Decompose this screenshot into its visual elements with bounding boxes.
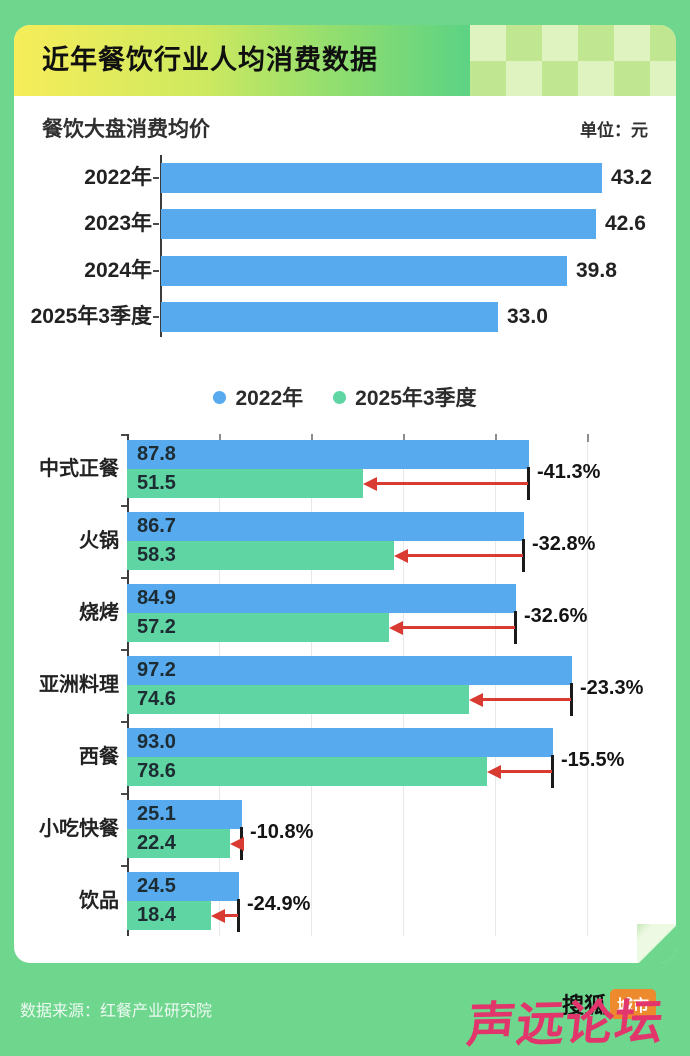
- chart2-axis-tick: [121, 505, 127, 507]
- chart2-axis-tick: [121, 577, 127, 579]
- chart1-axis-line: [160, 155, 162, 337]
- sohu-city-logo: 搜狐 城市: [562, 988, 657, 1020]
- chart2-bar-2025q3: 22.4: [127, 829, 230, 858]
- chart2-drop-arrow-line: [402, 626, 515, 629]
- chart2-grid-tick: [403, 434, 405, 442]
- chart2-bar-2025q3: 51.5: [127, 469, 363, 498]
- chart1-value-label: 42.6: [605, 212, 646, 235]
- chart2-grid-tick: [495, 434, 497, 442]
- chart1-bar: [161, 209, 596, 239]
- chart2-bar-2022: 87.8: [127, 440, 529, 469]
- chart2-bar-2025q3: 78.6: [127, 757, 487, 786]
- chart2-category-label: 火锅: [79, 530, 119, 552]
- chart2-bar-2022: 25.1: [127, 800, 242, 829]
- header-banner: 近年餐饮行业人均消费数据: [14, 25, 676, 96]
- sohu-city-badge: 城市: [610, 989, 657, 1019]
- chart2-drop-arrowhead: [389, 621, 403, 635]
- chart1-value-label: 33.0: [507, 305, 548, 328]
- charts-layer: 2022年 43.2 2023年 42.6 2024年 39.8 2025年3季度 33.0 中…: [14, 25, 676, 963]
- chart2-legend: 2022年 2025年3季度: [14, 382, 676, 412]
- chart1-category-label: 2025年3季度: [30, 305, 152, 328]
- chart2-bar-2022: 86.7: [127, 512, 524, 541]
- checkerboard-decoration: [470, 25, 676, 96]
- legend-item-2025q3: 2025年3季度: [333, 382, 477, 412]
- chart2-category-label: 西餐: [79, 746, 119, 768]
- chart2-bar-2022: 93.0: [127, 728, 553, 757]
- chart2-category-label: 烧烤: [79, 602, 119, 624]
- chart2-drop-arrow-line: [376, 482, 528, 485]
- chart2-bar-2025q3: 74.6: [127, 685, 469, 714]
- page-title: 近年餐饮行业人均消费数据: [42, 45, 378, 75]
- infographic-card: 近年餐饮行业人均消费数据 餐饮大盘消费均价 单位：元 2022年 43.2 2023…: [14, 25, 676, 963]
- chart1-value-label: 39.8: [576, 259, 617, 282]
- chart2-grid-tick: [219, 434, 221, 442]
- chart2-axis-tick: [121, 793, 127, 795]
- chart1-category-label: 2022年: [84, 166, 152, 189]
- chart2-category-label: 饮品: [79, 890, 119, 912]
- chart2-axis-tick: [121, 865, 127, 867]
- chart2-drop-tick: [522, 539, 525, 572]
- chart1-header: 餐饮大盘消费均价 单位：元: [42, 113, 648, 143]
- legend-item-2022: 2022年: [213, 382, 303, 412]
- chart2-change-label: -32.6%: [524, 605, 588, 627]
- chart2-bar-2022: 24.5: [127, 872, 239, 901]
- chart2-change-label: -41.3%: [537, 461, 601, 483]
- chart2-drop-arrow-line: [482, 698, 571, 701]
- legend-label-2025q3: 2025年3季度: [355, 387, 477, 410]
- chart1-bar: [161, 163, 602, 193]
- legend-dot-green-icon: [333, 390, 347, 404]
- chart2-gridline: [587, 434, 588, 936]
- chart2-bar-2025q3: 58.3: [127, 541, 394, 570]
- chart2-drop-arrowhead: [211, 909, 225, 923]
- chart2-bar-2025q3: 18.4: [127, 901, 211, 930]
- chart1-bar: [161, 302, 498, 332]
- chart2-drop-arrowhead: [230, 837, 244, 851]
- legend-label-2022: 2022年: [235, 387, 304, 410]
- chart2-drop-arrow-line: [407, 554, 523, 557]
- chart2-category-label: 亚洲料理: [39, 674, 119, 696]
- chart2-change-label: -10.8%: [250, 821, 314, 843]
- chart2-drop-tick: [551, 755, 554, 788]
- page-curl-decoration: [637, 924, 676, 963]
- chart2-drop-arrowhead: [363, 477, 377, 491]
- chart1-title: 餐饮大盘消费均价: [42, 118, 210, 141]
- watermark-text: 声远论坛: [464, 996, 667, 1053]
- chart2-drop-arrowhead: [394, 549, 408, 563]
- chart2-bar-2022: 84.9: [127, 584, 516, 613]
- chart2-change-label: -15.5%: [561, 749, 625, 771]
- chart1-axis-tick: [153, 270, 159, 272]
- chart2-bar-2022: 97.2: [127, 656, 572, 685]
- chart2-grid-tick: [587, 434, 589, 442]
- chart2-drop-tick: [514, 611, 517, 644]
- chart1-axis-tick: [153, 177, 159, 179]
- chart2-category-label: 中式正餐: [39, 458, 119, 480]
- chart1-category-label: 2023年: [84, 212, 152, 235]
- chart1-category-label: 2024年: [84, 259, 152, 282]
- chart2-drop-arrowhead: [487, 765, 501, 779]
- chart2-category-label: 小吃快餐: [39, 818, 119, 840]
- chart2-axis-tick: [121, 434, 127, 436]
- chart2-change-label: -24.9%: [247, 893, 311, 915]
- chart2-drop-tick: [237, 899, 240, 932]
- chart1-axis-tick: [153, 223, 159, 225]
- chart2-gridline: [495, 434, 496, 936]
- legend-dot-blue-icon: [213, 390, 227, 404]
- chart2-drop-arrowhead: [469, 693, 483, 707]
- chart2-grid-tick: [311, 434, 313, 442]
- chart2-change-label: -32.8%: [532, 533, 596, 555]
- sohu-logo-text: 搜狐: [562, 993, 607, 1018]
- chart2-drop-tick: [527, 467, 530, 500]
- chart1-axis-tick: [153, 316, 159, 318]
- chart2-drop-arrow-line: [224, 914, 238, 917]
- chart1-unit-label: 单位：元: [580, 120, 648, 140]
- chart2-drop-arrow-line: [500, 770, 552, 773]
- chart2-change-label: -23.3%: [580, 677, 644, 699]
- chart2-axis-tick: [121, 649, 127, 651]
- chart2-bar-2025q3: 57.2: [127, 613, 389, 642]
- data-source-text: 数据来源：红餐产业研究院: [20, 1003, 213, 1020]
- chart1-bar: [161, 256, 567, 286]
- chart1-value-label: 43.2: [611, 166, 652, 189]
- chart2-drop-tick: [570, 683, 573, 716]
- chart2-axis-tick: [121, 721, 127, 723]
